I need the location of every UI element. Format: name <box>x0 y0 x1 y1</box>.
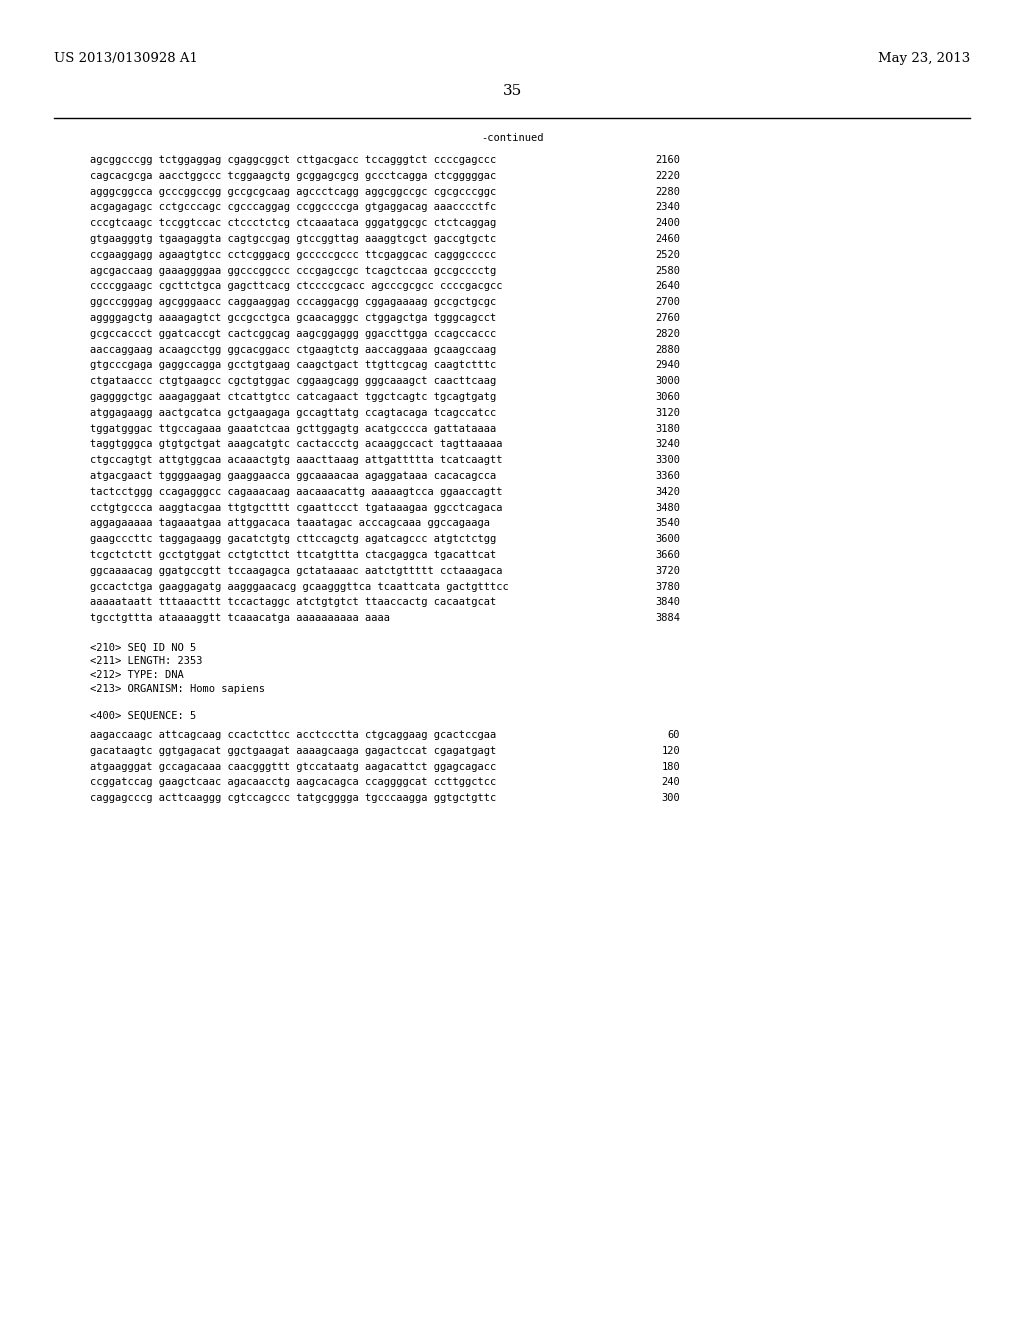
Text: 3660: 3660 <box>655 550 680 560</box>
Text: 35: 35 <box>503 84 521 98</box>
Text: 2520: 2520 <box>655 249 680 260</box>
Text: agcggcccgg tctggaggag cgaggcggct cttgacgacc tccagggtct ccccgagccc: agcggcccgg tctggaggag cgaggcggct cttgacg… <box>90 154 497 165</box>
Text: 3780: 3780 <box>655 582 680 591</box>
Text: ccccggaagc cgcttctgca gagcttcacg ctccccgcacc agcccgcgcc ccccgacgcc: ccccggaagc cgcttctgca gagcttcacg ctccccg… <box>90 281 503 292</box>
Text: 2640: 2640 <box>655 281 680 292</box>
Text: ctgataaccc ctgtgaagcc cgctgtggac cggaagcagg gggcaaagct caacttcaag: ctgataaccc ctgtgaagcc cgctgtggac cggaagc… <box>90 376 497 387</box>
Text: 3060: 3060 <box>655 392 680 403</box>
Text: aaccaggaag acaagcctgg ggcacggacc ctgaagtctg aaccaggaaa gcaagccaag: aaccaggaag acaagcctgg ggcacggacc ctgaagt… <box>90 345 497 355</box>
Text: aaaaataatt tttaaacttt tccactaggc atctgtgtct ttaaccactg cacaatgcat: aaaaataatt tttaaacttt tccactaggc atctgtg… <box>90 598 497 607</box>
Text: agcgaccaag gaaaggggaa ggcccggccc cccgagccgc tcagctccaa gccgcccctg: agcgaccaag gaaaggggaa ggcccggccc cccgagc… <box>90 265 497 276</box>
Text: 2940: 2940 <box>655 360 680 371</box>
Text: gacataagtc ggtgagacat ggctgaagat aaaagcaaga gagactccat cgagatgagt: gacataagtc ggtgagacat ggctgaagat aaaagca… <box>90 746 497 756</box>
Text: May 23, 2013: May 23, 2013 <box>878 51 970 65</box>
Text: <211> LENGTH: 2353: <211> LENGTH: 2353 <box>90 656 203 667</box>
Text: 180: 180 <box>662 762 680 772</box>
Text: atggagaagg aactgcatca gctgaagaga gccagttatg ccagtacaga tcagccatcc: atggagaagg aactgcatca gctgaagaga gccagtt… <box>90 408 497 418</box>
Text: 3000: 3000 <box>655 376 680 387</box>
Text: 3480: 3480 <box>655 503 680 512</box>
Text: 2760: 2760 <box>655 313 680 323</box>
Text: <400> SEQUENCE: 5: <400> SEQUENCE: 5 <box>90 710 197 721</box>
Text: tcgctctctt gcctgtggat cctgtcttct ttcatgttta ctacgaggca tgacattcat: tcgctctctt gcctgtggat cctgtcttct ttcatgt… <box>90 550 497 560</box>
Text: gtgcccgaga gaggccagga gcctgtgaag caagctgact ttgttcgcag caagtctttc: gtgcccgaga gaggccagga gcctgtgaag caagctg… <box>90 360 497 371</box>
Text: US 2013/0130928 A1: US 2013/0130928 A1 <box>54 51 198 65</box>
Text: tgcctgttta ataaaaggtt tcaaacatga aaaaaaaaaa aaaa: tgcctgttta ataaaaggtt tcaaacatga aaaaaaa… <box>90 614 390 623</box>
Text: 2580: 2580 <box>655 265 680 276</box>
Text: tggatgggac ttgccagaaa gaaatctcaa gcttggagtg acatgcccca gattataaaa: tggatgggac ttgccagaaa gaaatctcaa gcttgga… <box>90 424 497 433</box>
Text: gcgccaccct ggatcaccgt cactcggcag aagcggaggg ggaccttgga ccagccaccc: gcgccaccct ggatcaccgt cactcggcag aagcgga… <box>90 329 497 339</box>
Text: aggagaaaaa tagaaatgaa attggacaca taaatagac acccagcaaa ggccagaaga: aggagaaaaa tagaaatgaa attggacaca taaatag… <box>90 519 490 528</box>
Text: 2160: 2160 <box>655 154 680 165</box>
Text: taggtgggca gtgtgctgat aaagcatgtc cactaccctg acaaggccact tagttaaaaa: taggtgggca gtgtgctgat aaagcatgtc cactacc… <box>90 440 503 449</box>
Text: ggcccgggag agcgggaacc caggaaggag cccaggacgg cggagaaaag gccgctgcgc: ggcccgggag agcgggaacc caggaaggag cccagga… <box>90 297 497 308</box>
Text: <210> SEQ ID NO 5: <210> SEQ ID NO 5 <box>90 643 197 653</box>
Text: gccactctga gaaggagatg aagggaacacg gcaagggttca tcaattcata gactgtttcc: gccactctga gaaggagatg aagggaacacg gcaagg… <box>90 582 509 591</box>
Text: ggcaaaacag ggatgccgtt tccaagagca gctataaaac aatctgttttt cctaaagaca: ggcaaaacag ggatgccgtt tccaagagca gctataa… <box>90 566 503 576</box>
Text: <213> ORGANISM: Homo sapiens: <213> ORGANISM: Homo sapiens <box>90 684 265 693</box>
Text: 2340: 2340 <box>655 202 680 213</box>
Text: 2820: 2820 <box>655 329 680 339</box>
Text: 3120: 3120 <box>655 408 680 418</box>
Text: tactcctggg ccagagggcc cagaaacaag aacaaacattg aaaaagtcca ggaaccagtt: tactcctggg ccagagggcc cagaaacaag aacaaac… <box>90 487 503 496</box>
Text: gtgaagggtg tgaagaggta cagtgccgag gtccggttag aaaggtcgct gaccgtgctc: gtgaagggtg tgaagaggta cagtgccgag gtccggt… <box>90 234 497 244</box>
Text: aggggagctg aaaagagtct gccgcctgca gcaacagggc ctggagctga tgggcagcct: aggggagctg aaaagagtct gccgcctgca gcaacag… <box>90 313 497 323</box>
Text: -continued: -continued <box>480 133 544 143</box>
Text: 3720: 3720 <box>655 566 680 576</box>
Text: 2460: 2460 <box>655 234 680 244</box>
Text: 2400: 2400 <box>655 218 680 228</box>
Text: ccgaaggagg agaagtgtcc cctcgggacg gcccccgccc ttcgaggcac cagggccccc: ccgaaggagg agaagtgtcc cctcgggacg gcccccg… <box>90 249 497 260</box>
Text: 2220: 2220 <box>655 170 680 181</box>
Text: ccggatccag gaagctcaac agacaacctg aagcacagca ccaggggcat ccttggctcc: ccggatccag gaagctcaac agacaacctg aagcaca… <box>90 777 497 788</box>
Text: cccgtcaagc tccggtccac ctccctctcg ctcaaataca gggatggcgc ctctcaggag: cccgtcaagc tccggtccac ctccctctcg ctcaaat… <box>90 218 497 228</box>
Text: aagaccaagc attcagcaag ccactcttcc acctccctta ctgcaggaag gcactccgaa: aagaccaagc attcagcaag ccactcttcc acctccc… <box>90 730 497 741</box>
Text: agggcggcca gcccggccgg gccgcgcaag agccctcagg aggcggccgc cgcgcccggc: agggcggcca gcccggccgg gccgcgcaag agccctc… <box>90 186 497 197</box>
Text: acgagagagc cctgcccagc cgcccaggag ccggccccga gtgaggacag aaacccctfc: acgagagagc cctgcccagc cgcccaggag ccggccc… <box>90 202 497 213</box>
Text: cagcacgcga aacctggccc tcggaagctg gcggagcgcg gccctcagga ctcgggggac: cagcacgcga aacctggccc tcggaagctg gcggagc… <box>90 170 497 181</box>
Text: atgaagggat gccagacaaa caacgggttt gtccataatg aagacattct ggagcagacc: atgaagggat gccagacaaa caacgggttt gtccata… <box>90 762 497 772</box>
Text: 60: 60 <box>668 730 680 741</box>
Text: 2700: 2700 <box>655 297 680 308</box>
Text: 3360: 3360 <box>655 471 680 480</box>
Text: cctgtgccca aaggtacgaa ttgtgctttt cgaattccct tgataaagaa ggcctcagaca: cctgtgccca aaggtacgaa ttgtgctttt cgaattc… <box>90 503 503 512</box>
Text: ctgccagtgt attgtggcaa acaaactgtg aaacttaaag attgattttta tcatcaagtt: ctgccagtgt attgtggcaa acaaactgtg aaactta… <box>90 455 503 465</box>
Text: 3600: 3600 <box>655 535 680 544</box>
Text: 3300: 3300 <box>655 455 680 465</box>
Text: 120: 120 <box>662 746 680 756</box>
Text: gaagcccttc taggagaagg gacatctgtg cttccagctg agatcagccc atgtctctgg: gaagcccttc taggagaagg gacatctgtg cttccag… <box>90 535 497 544</box>
Text: 3240: 3240 <box>655 440 680 449</box>
Text: 3180: 3180 <box>655 424 680 433</box>
Text: 3540: 3540 <box>655 519 680 528</box>
Text: <212> TYPE: DNA: <212> TYPE: DNA <box>90 671 183 680</box>
Text: 3884: 3884 <box>655 614 680 623</box>
Text: caggagcccg acttcaaggg cgtccagccc tatgcgggga tgcccaagga ggtgctgttc: caggagcccg acttcaaggg cgtccagccc tatgcgg… <box>90 793 497 803</box>
Text: 240: 240 <box>662 777 680 788</box>
Text: 2280: 2280 <box>655 186 680 197</box>
Text: 2880: 2880 <box>655 345 680 355</box>
Text: gaggggctgc aaagaggaat ctcattgtcc catcagaact tggctcagtc tgcagtgatg: gaggggctgc aaagaggaat ctcattgtcc catcaga… <box>90 392 497 403</box>
Text: atgacgaact tggggaagag gaaggaacca ggcaaaacaa agaggataaa cacacagcca: atgacgaact tggggaagag gaaggaacca ggcaaaa… <box>90 471 497 480</box>
Text: 3420: 3420 <box>655 487 680 496</box>
Text: 3840: 3840 <box>655 598 680 607</box>
Text: 300: 300 <box>662 793 680 803</box>
